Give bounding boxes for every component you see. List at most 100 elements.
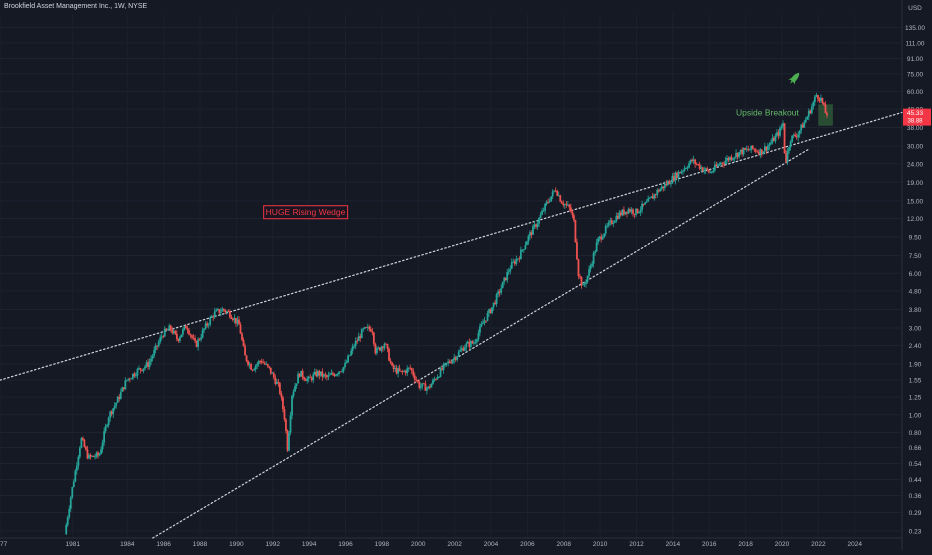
time-tick-label: 1998	[375, 541, 390, 548]
candle-body	[112, 408, 115, 415]
candle-body	[688, 163, 690, 168]
candle-body	[569, 207, 572, 212]
candle-body	[262, 362, 265, 364]
candle-body	[394, 368, 396, 370]
candle-body	[306, 378, 309, 381]
candle-body	[486, 313, 489, 321]
wedge-annotation-label[interactable]: HUGE Rising Wedge	[266, 207, 346, 217]
candle-body	[791, 135, 794, 142]
candle-body	[447, 361, 450, 363]
candle-body	[803, 122, 806, 128]
price-tick-label: 75.00	[907, 71, 924, 78]
candle-body	[265, 364, 268, 365]
time-tick-label: 2016	[702, 541, 717, 548]
candle-body	[747, 148, 750, 150]
candle-body	[178, 337, 181, 341]
candle-body	[427, 386, 430, 388]
candle-body	[542, 210, 545, 212]
candle-body	[509, 268, 512, 272]
candle-body	[332, 373, 334, 375]
candle-body	[674, 172, 677, 181]
candle-body	[65, 524, 68, 535]
candle-body	[512, 261, 515, 263]
time-tick-label: 2018	[738, 541, 753, 548]
wedge-annotation-box[interactable]	[263, 205, 349, 220]
candle-body	[327, 374, 330, 378]
candle-body	[594, 251, 597, 254]
candle-body	[316, 370, 319, 377]
candle-body	[88, 454, 90, 459]
candle-body	[472, 342, 475, 344]
price-tick-label: 0.36	[909, 493, 922, 500]
candle-body	[636, 208, 639, 214]
candle-body	[160, 336, 163, 338]
candle-body	[439, 368, 442, 377]
candle-body	[180, 334, 183, 338]
time-tick-label: 1981	[66, 541, 81, 548]
candle-body	[604, 225, 607, 234]
candle-body	[260, 361, 263, 363]
candle-body	[477, 332, 480, 340]
candle-body	[351, 346, 354, 351]
candle-body	[785, 153, 787, 162]
countdown-label: 38.88	[907, 119, 923, 125]
candle-body	[691, 159, 694, 162]
candle-body	[662, 186, 665, 189]
candle-body	[585, 281, 587, 284]
candle-body	[122, 387, 125, 390]
breakout-annotation-label[interactable]: Upside Breakout	[736, 107, 799, 117]
time-tick-label: 1977	[0, 541, 8, 548]
candle-body	[516, 258, 519, 260]
candle-body	[779, 127, 781, 136]
candle-body	[345, 362, 348, 364]
candle-body	[663, 183, 666, 189]
candle-body	[103, 431, 106, 443]
candle-body	[318, 370, 321, 376]
candle-body	[282, 397, 284, 410]
candle-body	[418, 381, 421, 388]
candle-body	[715, 164, 718, 167]
candle-body	[244, 346, 246, 356]
candle-body	[745, 148, 748, 150]
candle-body	[313, 371, 316, 375]
candle-body	[626, 211, 628, 214]
trendline[interactable]	[0, 111, 903, 381]
candle-body	[401, 371, 404, 372]
candle-body	[235, 317, 237, 324]
candle-body	[557, 195, 560, 197]
candle-body	[141, 369, 143, 371]
candle-body	[597, 238, 600, 243]
rocket-icon[interactable]	[787, 70, 802, 86]
candle-body	[66, 517, 69, 525]
candle-body	[294, 385, 296, 392]
candle-body	[310, 377, 313, 381]
time-tick-label: 1994	[302, 541, 317, 548]
candle-body	[147, 362, 149, 368]
candle-body	[697, 164, 700, 165]
candle-body	[601, 237, 604, 240]
candle-body	[782, 123, 784, 127]
candle-body	[603, 233, 606, 238]
candle-body	[815, 95, 818, 97]
candle-body	[224, 310, 227, 313]
trendline[interactable]	[152, 148, 810, 539]
candle-body	[812, 102, 815, 107]
candle-body	[319, 371, 322, 376]
candle-body	[824, 104, 827, 114]
candle-body	[457, 351, 460, 357]
candle-body	[660, 186, 663, 189]
price-tick-label: 9.50	[909, 234, 922, 241]
price-tick-label: 38.00	[907, 125, 924, 132]
candle-body	[410, 368, 413, 371]
price-tick-label: 1.25	[909, 395, 922, 402]
highlight-box[interactable]	[818, 104, 833, 126]
candle-body	[732, 158, 734, 160]
candle-body	[448, 361, 451, 363]
candle-body	[124, 380, 127, 390]
price-tick-label: 0.54	[909, 461, 922, 468]
candle-body	[109, 411, 112, 418]
candle-body	[397, 368, 400, 374]
candle-body	[236, 319, 239, 324]
